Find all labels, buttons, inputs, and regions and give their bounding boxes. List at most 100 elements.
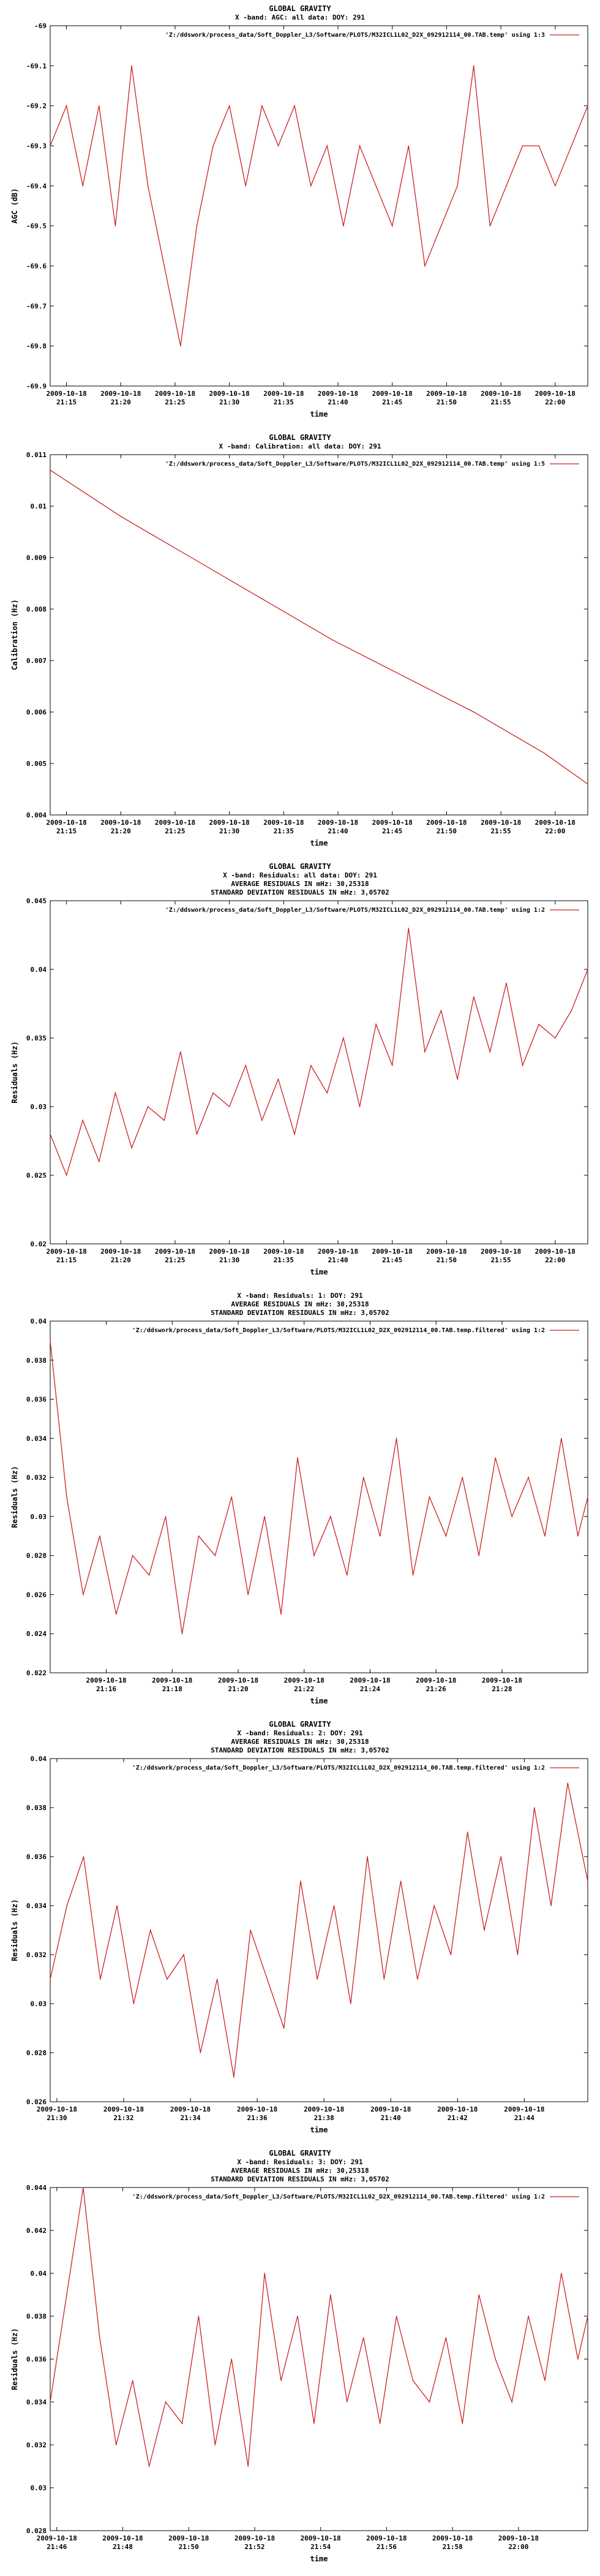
x-tick-label: 21:28	[492, 1685, 512, 1693]
x-tick-label: 22:00	[545, 398, 565, 406]
data-point	[148, 2466, 150, 2467]
data-point	[233, 2077, 234, 2078]
data-point	[115, 1613, 117, 1615]
data-point	[66, 1905, 68, 1906]
y-tick-label: -69.3	[26, 142, 47, 150]
x-tick-label: 21:30	[219, 827, 239, 835]
data-point	[277, 145, 279, 146]
data-point	[400, 1881, 402, 1882]
data-point	[66, 1496, 67, 1498]
x-tick-date-label: 2009-10-18	[481, 390, 521, 398]
chart-subtitle-line: X -band: Residuals: 3: DOY: 291	[237, 2158, 363, 2166]
data-point	[528, 1477, 529, 1478]
chart-subtitle-line: STANDARD DEVIATION RESIDUALS IN mHz: 3,0…	[211, 2175, 389, 2183]
plot-frame	[50, 2187, 588, 2531]
x-tick-label: 21:40	[328, 1256, 348, 1264]
x-tick-date-label: 2009-10-18	[152, 1676, 192, 1684]
y-tick-label: 0.038	[26, 2313, 47, 2320]
data-point	[247, 1594, 249, 1596]
data-point	[133, 2003, 135, 2004]
data-point	[266, 1979, 268, 1980]
data-point	[478, 2294, 480, 2295]
x-tick-label: 21:58	[443, 2543, 463, 2551]
x-tick-label: 21:40	[381, 2114, 401, 2122]
y-tick-label: 0.025	[26, 1172, 47, 1180]
series-line	[50, 1782, 588, 2078]
data-point	[50, 1979, 51, 1980]
data-point	[216, 1979, 218, 1980]
x-axis-label: time	[310, 1268, 328, 1276]
data-point	[116, 1905, 118, 1906]
legend-label: 'Z:/ddswork/process_data/Soft_Doppler_L3…	[165, 906, 545, 914]
x-tick-date-label: 2009-10-18	[100, 819, 141, 827]
data-point	[148, 1574, 150, 1576]
x-tick-date-label: 2009-10-18	[86, 1676, 126, 1684]
x-tick-date-label: 2009-10-18	[263, 819, 304, 827]
x-axis-label: time	[310, 839, 328, 847]
data-point	[544, 1535, 546, 1537]
data-point	[440, 225, 442, 227]
data-point	[198, 1535, 200, 1537]
data-point	[424, 1051, 426, 1053]
x-tick-label: 21:34	[180, 2114, 200, 2122]
y-tick-label: -69.4	[26, 182, 47, 190]
data-point	[149, 1930, 151, 1931]
x-tick-label: 21:42	[448, 2114, 468, 2122]
chart-subtitle-line: AVERAGE RESIDUALS IN mHz: 30,25318	[231, 1738, 369, 1746]
y-tick-label: 0.03	[31, 2484, 47, 2492]
data-point	[391, 1065, 393, 1066]
y-tick-label: 0.004	[26, 811, 47, 819]
y-axis-label: Residuals (Hz)	[10, 1041, 19, 1103]
data-point	[554, 1037, 556, 1039]
data-point	[517, 1954, 519, 1955]
y-tick-label: 0.034	[26, 1902, 47, 1910]
y-tick-label: 0.009	[26, 554, 47, 562]
data-point	[131, 1147, 132, 1148]
data-point	[554, 185, 556, 187]
series-line	[50, 1340, 588, 1634]
y-tick-label: -69.9	[26, 382, 47, 390]
x-tick-date-label: 2009-10-18	[426, 390, 467, 398]
y-tick-label: 0.04	[31, 1755, 47, 1763]
data-point	[330, 1516, 331, 1517]
x-tick-date-label: 2009-10-18	[432, 2534, 473, 2542]
data-point	[587, 2316, 588, 2317]
data-point	[457, 1078, 458, 1080]
data-point	[83, 2187, 84, 2188]
data-point	[294, 1134, 295, 1135]
data-point	[587, 969, 588, 970]
legend-label: 'Z:/ddswork/process_data/Soft_Doppler_L3…	[132, 1327, 545, 1334]
data-point	[473, 65, 474, 67]
y-tick-label: 0.04	[31, 2270, 47, 2278]
x-tick-label: 21:25	[165, 827, 185, 835]
data-point	[379, 2423, 381, 2424]
x-tick-date-label: 2009-10-18	[370, 2105, 411, 2113]
data-point	[332, 639, 333, 641]
y-tick-label: 0.006	[26, 708, 47, 716]
x-tick-date-label: 2009-10-18	[301, 2534, 341, 2542]
chart-subtitle-line: X -band: Residuals: 2: DOY: 291	[237, 1729, 363, 1737]
data-point	[245, 1065, 247, 1066]
x-tick-label: 21:55	[491, 827, 511, 835]
chart-subtitle-line: AVERAGE RESIDUALS IN mHz: 30,25318	[231, 880, 369, 888]
data-point	[587, 105, 588, 107]
chart-title: GLOBAL GRAVITY	[269, 862, 331, 871]
data-point	[533, 1807, 535, 1808]
data-point	[212, 1092, 214, 1094]
y-tick-label: 0.011	[26, 451, 47, 459]
y-tick-label: 0.028	[26, 2527, 47, 2535]
data-point	[567, 1782, 569, 1784]
data-point	[180, 1051, 181, 1053]
y-tick-label: -69.7	[26, 302, 47, 310]
x-tick-label: 21:46	[47, 2543, 67, 2551]
data-point	[196, 225, 198, 227]
x-tick-date-label: 2009-10-18	[46, 1248, 86, 1256]
data-point	[467, 1832, 468, 1833]
x-tick-label: 21:20	[111, 1256, 131, 1264]
x-tick-label: 21:45	[382, 398, 402, 406]
chart-title: GLOBAL GRAVITY	[269, 4, 331, 13]
x-tick-label: 21:20	[111, 827, 131, 835]
y-tick-label: 0.032	[26, 1474, 47, 1482]
